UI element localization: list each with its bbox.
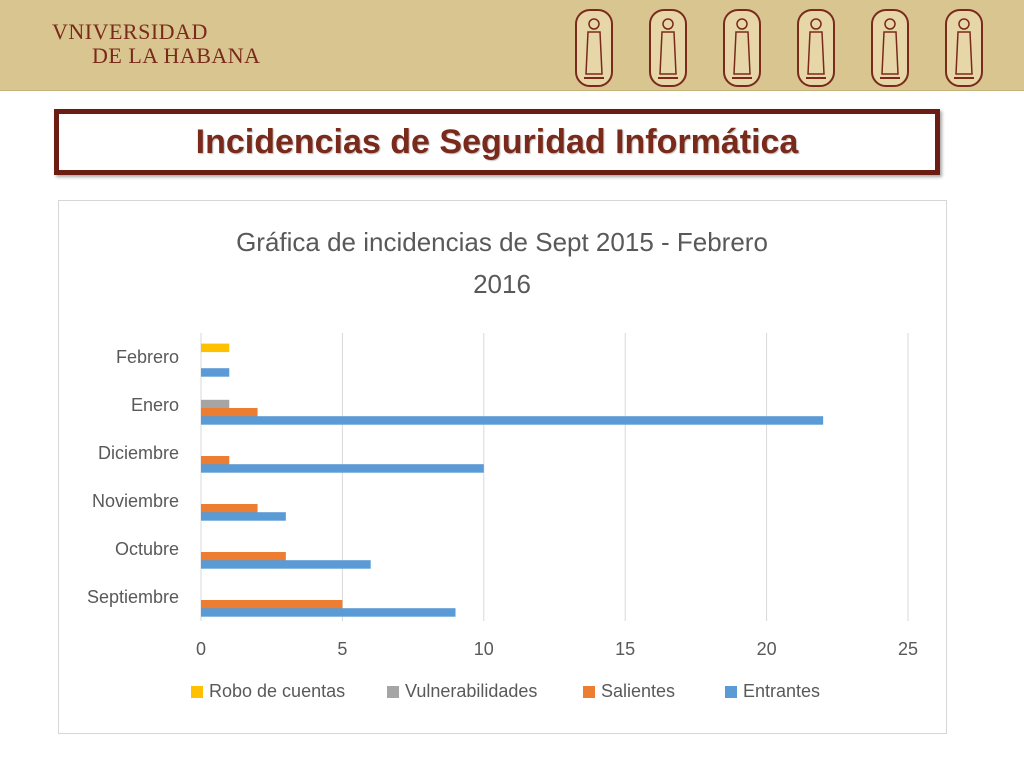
legend-label: Entrantes	[743, 681, 820, 701]
university-logo: VNIVERSIDAD DE LA HABANA	[52, 20, 261, 68]
bar-entrantes	[201, 464, 484, 473]
chart-title-line-2: 2016	[473, 269, 531, 299]
category-label: Enero	[131, 395, 179, 415]
bar-entrantes	[201, 512, 286, 521]
logo-line-1: VNIVERSIDAD	[52, 19, 208, 44]
statue-figure-icon	[649, 9, 687, 87]
bar-salientes	[201, 600, 343, 609]
bar-entrantes	[201, 560, 371, 569]
logo-line-2: DE LA HABANA	[92, 43, 261, 68]
bar-entrantes	[201, 416, 824, 425]
statue-figure-icon	[797, 9, 835, 87]
category-label: Diciembre	[98, 443, 179, 463]
x-tick-label: 25	[898, 639, 918, 659]
x-tick-label: 0	[196, 639, 206, 659]
chart-bars	[201, 343, 824, 617]
legend-swatch	[191, 686, 203, 698]
category-label: Septiembre	[87, 587, 179, 607]
bar-salientes	[201, 552, 286, 561]
category-label: Octubre	[115, 539, 179, 559]
legend-swatch	[387, 686, 399, 698]
header-banner: VNIVERSIDAD DE LA HABANA	[0, 0, 1024, 91]
bar-vulnerabilidades	[201, 399, 230, 409]
legend-label: Robo de cuentas	[209, 681, 345, 701]
statue-figure-icon	[575, 9, 613, 87]
category-label: Febrero	[116, 347, 179, 367]
x-tick-label: 5	[337, 639, 347, 659]
category-label: Noviembre	[92, 491, 179, 511]
statue-figure-icon	[945, 9, 983, 87]
x-tick-label: 20	[757, 639, 777, 659]
bar-salientes	[201, 408, 258, 417]
x-tick-label: 15	[615, 639, 635, 659]
bar-chart: Gráfica de incidencias de Sept 2015 - Fe…	[87, 227, 918, 701]
legend-swatch	[725, 686, 737, 698]
chart-frame: Gráfica de incidencias de Sept 2015 - Fe…	[58, 200, 947, 734]
chart-legend: Robo de cuentas Vulnerabilidades Salientes…	[191, 681, 820, 701]
bar-entrantes	[201, 608, 456, 617]
chart-category-labels: Septiembre Octubre Noviembre Diciembre Enero…	[87, 347, 179, 607]
slide-title: Incidencias de Seguridad Informática	[195, 122, 799, 161]
statue-figure-icon	[723, 9, 761, 87]
bar-salientes	[201, 504, 258, 513]
chart-title-line-1: Gráfica de incidencias de Sept 2015 - Fe…	[236, 227, 768, 257]
legend-label: Salientes	[601, 681, 675, 701]
statue-figure-icon	[871, 9, 909, 87]
bar-entrantes	[201, 368, 230, 377]
bar-salientes	[201, 456, 230, 465]
legend-label: Vulnerabilidades	[405, 681, 537, 701]
legend-swatch	[583, 686, 595, 698]
x-tick-label: 10	[474, 639, 494, 659]
chart-gridlines	[200, 333, 909, 621]
slide-title-box: Incidencias de Seguridad Informática	[54, 109, 940, 175]
chart-tick-labels: 0 5 10 15 20 25	[196, 639, 918, 659]
bar-robo-de-cuentas	[201, 343, 230, 353]
